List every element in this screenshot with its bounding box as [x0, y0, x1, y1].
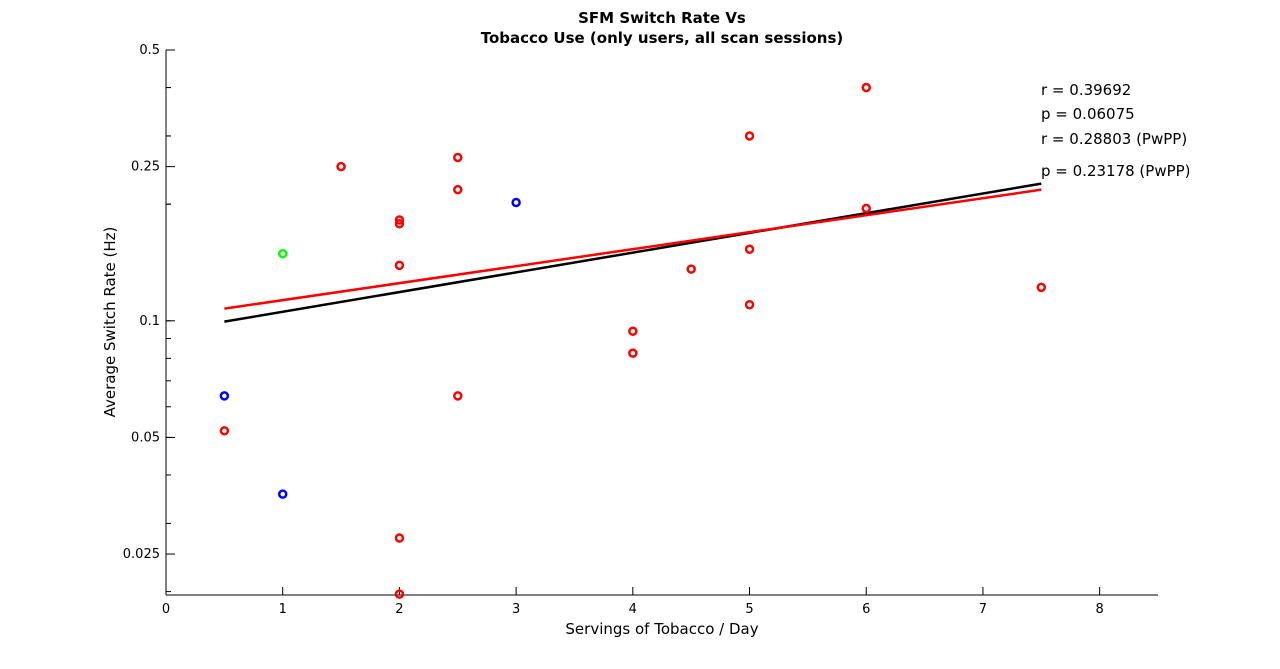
x-tick-label: 4 — [629, 602, 637, 617]
chart-title-line-1: SFM Switch Rate Vs — [578, 9, 746, 27]
data-point — [744, 244, 755, 254]
data-point — [453, 184, 463, 195]
x-tick-label: 8 — [1096, 602, 1104, 617]
data-point — [511, 197, 521, 208]
y-tick-label: 0.5 — [139, 43, 160, 58]
x-tick-label: 5 — [745, 602, 753, 617]
fit-lines — [224, 182, 1042, 323]
fit-line-black — [224, 182, 1042, 323]
y-tick-label: 0.025 — [123, 547, 160, 562]
y-axis-label: Average Switch Rate (Hz) — [101, 227, 119, 418]
data-point — [219, 426, 230, 436]
data-point — [686, 264, 696, 274]
data-point — [628, 348, 638, 358]
data-points — [219, 82, 1047, 599]
data-point — [1036, 282, 1047, 293]
annotation-r-pwpp: r = 0.28803 (PwPP) — [1041, 130, 1187, 148]
fit-line-red — [224, 188, 1042, 310]
data-point — [394, 260, 405, 271]
data-point — [336, 161, 346, 172]
data-point — [861, 203, 871, 214]
x-tick-label: 1 — [279, 602, 287, 617]
y-tick-label: 0.05 — [131, 430, 160, 445]
x-tick-label: 2 — [395, 602, 403, 617]
data-point — [394, 533, 405, 543]
data-point — [394, 215, 405, 225]
x-axis-label: Servings of Tobacco / Day — [565, 620, 758, 638]
data-point — [453, 391, 463, 401]
data-point — [277, 248, 288, 259]
chart-title-line-2: Tobacco Use (only users, all scan sessio… — [481, 29, 844, 47]
annotation-p-pwpp: p = 0.23178 (PwPP) — [1041, 162, 1191, 180]
data-point — [277, 489, 288, 499]
axes: 0 1 2 3 4 5 6 7 8 0.025 0.05 0.1 0.25 0.5 — [123, 43, 1158, 617]
annotation-r: r = 0.39692 — [1041, 81, 1131, 99]
y-tick-label: 0.1 — [139, 314, 160, 329]
data-point — [861, 82, 871, 93]
data-point — [453, 152, 463, 163]
data-point — [744, 300, 755, 310]
data-point — [394, 219, 405, 229]
data-point — [628, 326, 638, 336]
data-point — [744, 131, 755, 141]
x-tick-label: 0 — [162, 602, 170, 617]
data-point — [394, 589, 405, 599]
data-point — [219, 391, 230, 401]
annotation-p: p = 0.06075 — [1041, 105, 1135, 123]
y-tick-label: 0.25 — [131, 160, 160, 175]
x-tick-label: 3 — [512, 602, 520, 617]
x-tick-label: 6 — [862, 602, 870, 617]
x-tick-label: 7 — [979, 602, 987, 617]
